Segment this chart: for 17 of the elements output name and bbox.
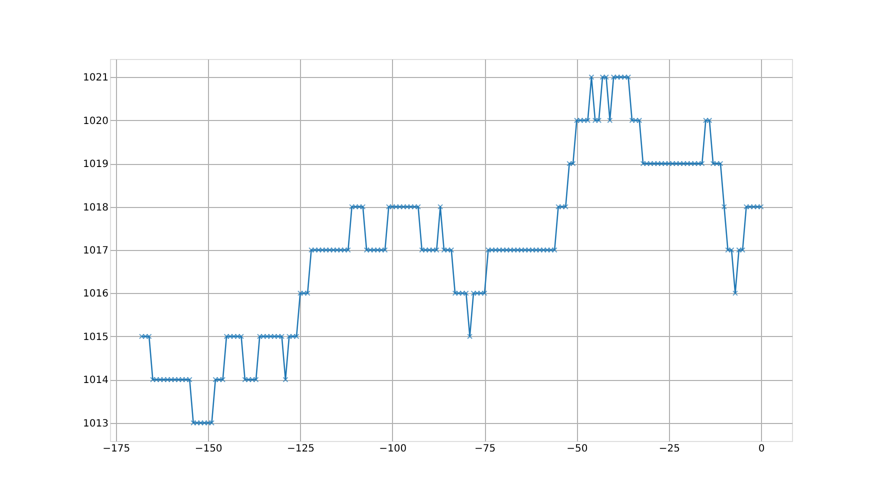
y-tick-label: 1017 — [83, 246, 108, 256]
y-tick-label: 1018 — [83, 202, 108, 214]
x-tick-label: −150 — [194, 444, 222, 454]
x-tick-label: −50 — [566, 444, 588, 454]
y-tick-label: 1016 — [83, 288, 108, 300]
x-tick-label: 0 — [758, 444, 765, 454]
y-tick-label: 1015 — [83, 332, 108, 343]
x-tick-label: −100 — [379, 444, 407, 454]
x-tick-label: −75 — [474, 444, 496, 454]
x-tick-label: −125 — [286, 444, 314, 454]
y-tick-label: 1021 — [83, 72, 108, 84]
y-tick-label: 1019 — [83, 159, 108, 170]
x-tick-label: −25 — [658, 444, 680, 454]
y-tick-label: 1020 — [83, 116, 108, 127]
x-tick-label: −175 — [102, 444, 130, 454]
y-tick-label: 1013 — [83, 418, 108, 430]
y-tick-label: 1014 — [83, 375, 108, 386]
